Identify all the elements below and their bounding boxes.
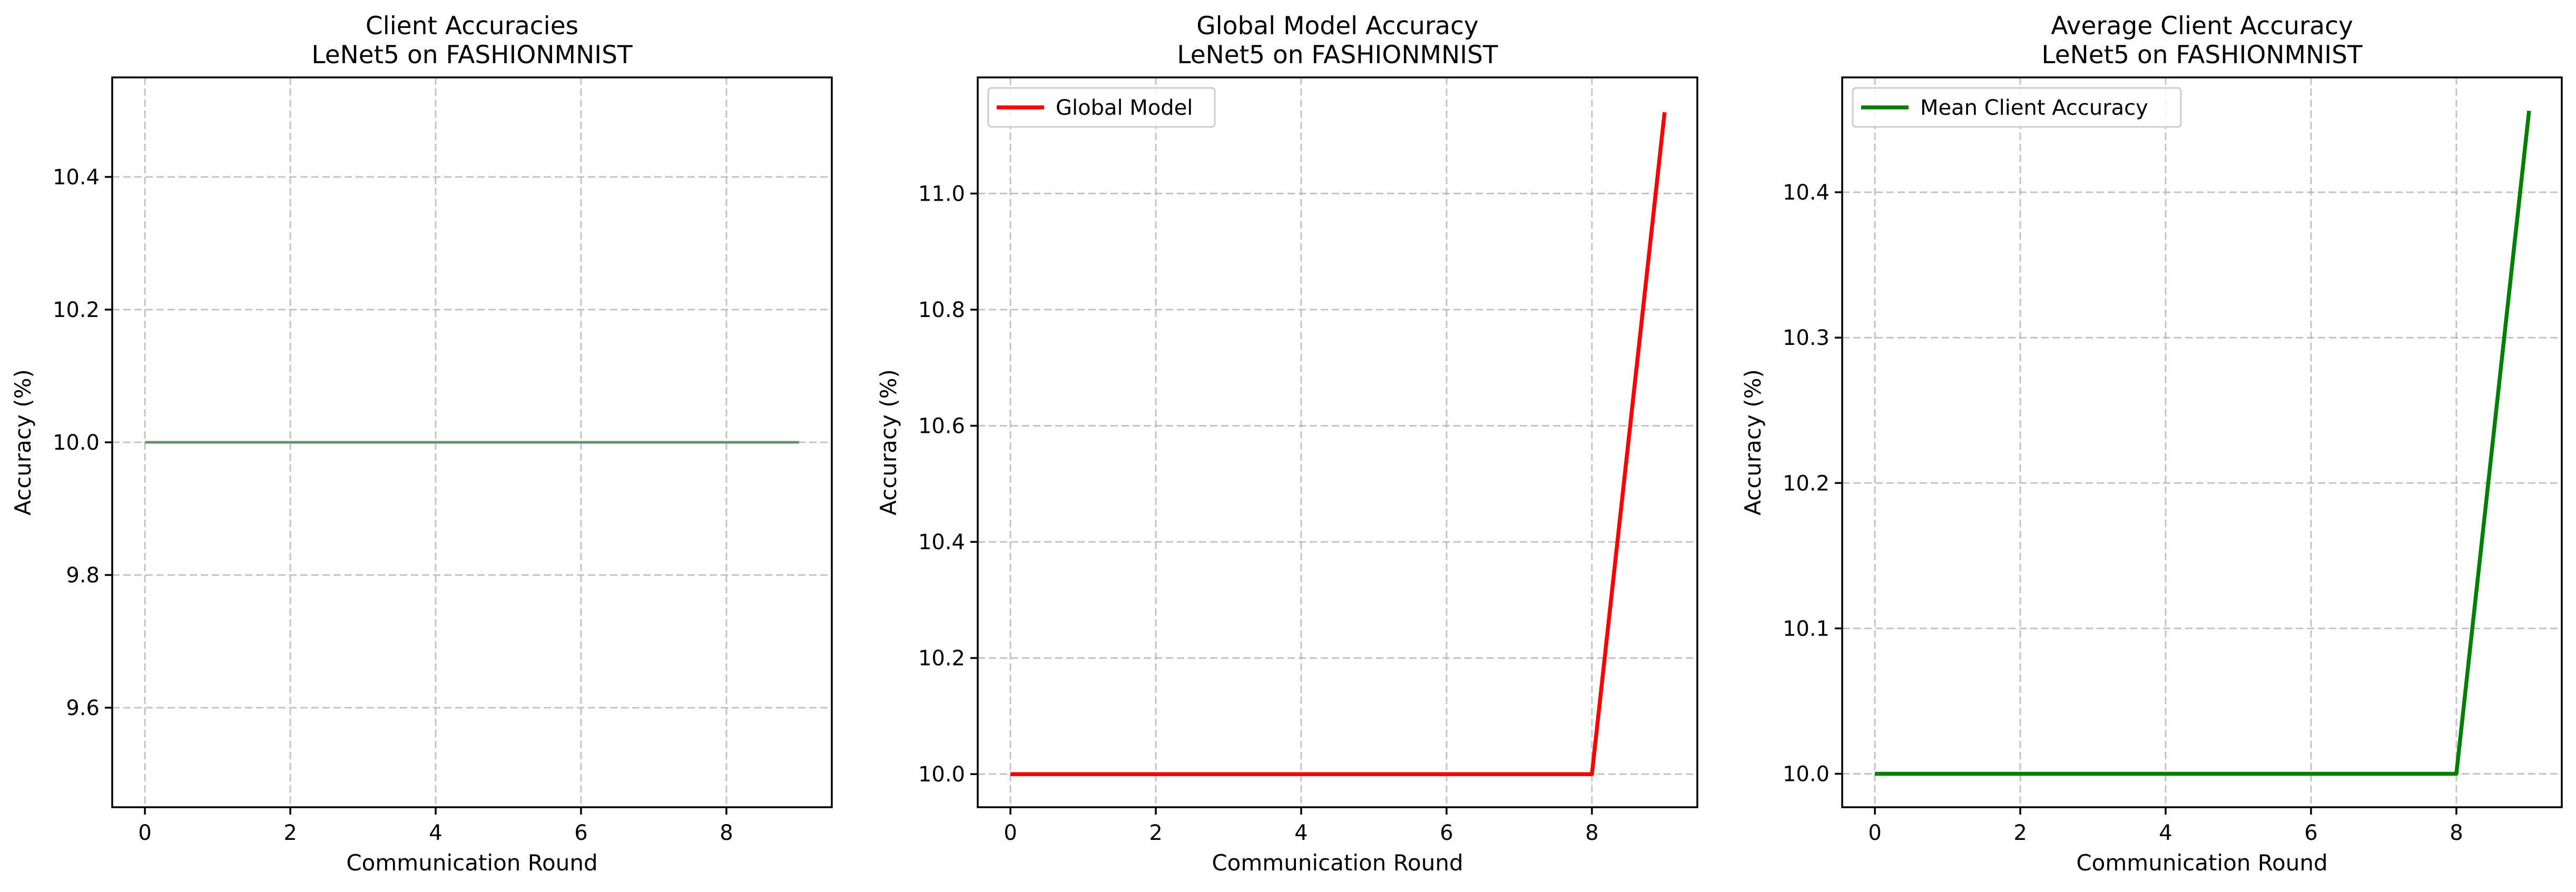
plot-frame (977, 76, 1698, 808)
x-tick-label: 4 (429, 821, 442, 845)
y-tick-label: 10.2 (53, 298, 100, 322)
x-tick-label: 0 (1868, 821, 1881, 845)
chart-title: Client Accuracies (366, 12, 578, 41)
chart-panel-1: 0 2 4 6 8 9.6 9.8 10.0 10.2 10.4 Client Accuracies… (10, 12, 833, 876)
x-tick-label: 8 (1585, 821, 1598, 845)
chart-subtitle: LeNet5 on FASHIONMNIST (2041, 41, 2363, 70)
y-tick-label: 10.0 (918, 762, 965, 787)
x-tick-label: 4 (1294, 821, 1307, 845)
y-tick-label: 10.3 (1783, 326, 1830, 350)
x-tick-label: 0 (138, 821, 151, 845)
y-tick-label: 10.8 (918, 298, 965, 322)
legend: Mean Client Accuracy (1852, 87, 2182, 128)
x-tick-label: 8 (2450, 821, 2463, 845)
y-tick-label: 10.0 (53, 431, 100, 455)
chart-title: Average Client Accuracy (2051, 12, 2353, 41)
chart-subtitle: LeNet5 on FASHIONMNIST (1177, 41, 1498, 70)
y-axis-label: Accuracy (%) (876, 369, 901, 516)
x-tick-label: 6 (574, 821, 587, 845)
x-axis-label: Communication Round (1212, 850, 1463, 876)
x-tick-label: 4 (2159, 821, 2172, 845)
y-tick-label: 10.0 (1783, 762, 1830, 786)
y-tick-label: 11.0 (918, 182, 965, 206)
chart-panel-2: 0 2 4 6 8 10.0 10.2 10.4 10.6 10.8 11.0 Global Mode… (876, 12, 1698, 876)
y-tick-label: 10.4 (1783, 181, 1830, 205)
legend-box (987, 87, 1216, 128)
plot-frame (1841, 76, 2563, 808)
legend-box (1852, 87, 2182, 128)
y-tick-label: 10.4 (53, 165, 100, 190)
y-axis-label: Accuracy (%) (1740, 369, 1766, 516)
x-tick-label: 6 (2304, 821, 2317, 845)
legend-label: Global Model (1056, 96, 1193, 120)
legend-label: Mean Client Accuracy (1920, 96, 2148, 120)
chart-panel-3: 0 2 4 6 8 10.0 10.1 10.2 10.3 10.4 Average Client … (1740, 12, 2563, 876)
y-axis-label: Accuracy (%) (10, 369, 36, 516)
x-tick-label: 2 (1149, 821, 1162, 845)
x-tick-label: 0 (1004, 821, 1017, 845)
x-axis-label: Communication Round (346, 850, 597, 876)
legend: Global Model (987, 87, 1216, 128)
chart-title: Global Model Accuracy (1196, 12, 1479, 41)
y-tick-label: 9.8 (66, 563, 100, 588)
y-tick-label: 10.6 (918, 414, 965, 439)
x-tick-label: 6 (1440, 821, 1453, 845)
y-tick-label: 10.2 (918, 647, 965, 671)
y-tick-label: 10.1 (1783, 617, 1830, 641)
series-line-1 (1010, 112, 1667, 776)
chart-subtitle: LeNet5 on FASHIONMNIST (311, 41, 633, 70)
series-line-1 (1875, 111, 2531, 776)
x-axis-label: Communication Round (2076, 850, 2327, 876)
x-tick-label: 8 (720, 821, 733, 845)
y-tick-label: 9.6 (66, 696, 100, 720)
y-tick-label: 10.2 (1783, 471, 1830, 495)
x-tick-label: 2 (283, 821, 297, 845)
y-tick-label: 10.4 (918, 530, 965, 554)
x-tick-label: 2 (2013, 821, 2027, 845)
